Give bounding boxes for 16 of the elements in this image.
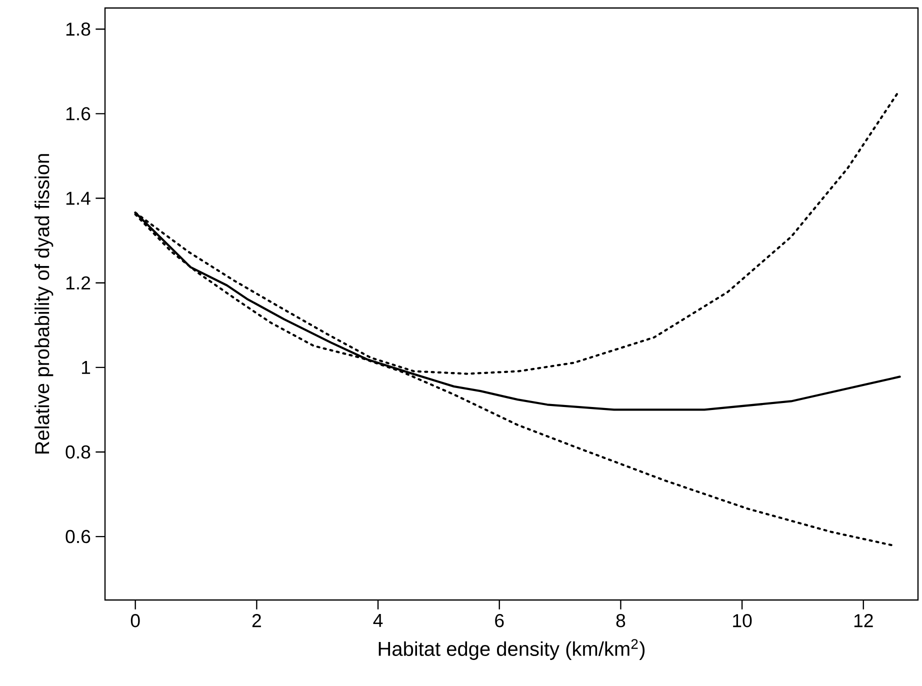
x-tick-label: 2 bbox=[252, 614, 261, 628]
y-tick-label: 0.8 bbox=[66, 445, 90, 459]
y-tick-label: 1.6 bbox=[66, 107, 90, 120]
y-tick-label: 1.2 bbox=[66, 276, 90, 290]
y-tick-label: 0.6 bbox=[66, 530, 90, 544]
x-tick-label: 0 bbox=[130, 614, 140, 628]
y-axis-title: Relative probability of dyad fission bbox=[34, 154, 54, 454]
x-axis-title: Habitat edge density (km/km$^{2}$) bbox=[378, 639, 645, 660]
y-tick-label: 1.8 bbox=[66, 22, 90, 36]
y-tick-label: 1 bbox=[82, 361, 90, 374]
y-tick-label: 1.4 bbox=[66, 192, 90, 205]
x-tick-label: 6 bbox=[495, 614, 504, 628]
x-tick-label: 10 bbox=[733, 614, 752, 628]
x-tick-label: 4 bbox=[373, 614, 383, 627]
x-tick-label: 8 bbox=[616, 614, 626, 628]
x-tick-label: 12 bbox=[854, 614, 873, 628]
